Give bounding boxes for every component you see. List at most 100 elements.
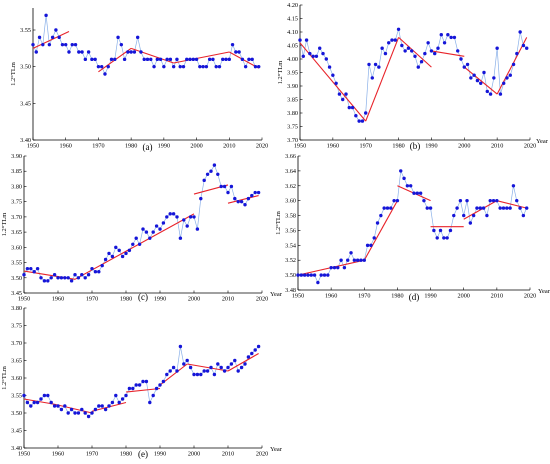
data-point [168, 212, 172, 216]
x-tick-label: 1960 [52, 451, 64, 458]
data-point [139, 50, 143, 54]
data-point [387, 41, 391, 45]
data-point [399, 169, 403, 173]
trend-segment [23, 270, 76, 280]
data-point [124, 393, 128, 398]
x-tick-label: 1960 [325, 293, 337, 300]
panel-d-chart: 3.48 3.50 3.52 3.54 3.56 3.58 3.60 3.62 3.64 3.66… [275, 153, 550, 302]
data-point [52, 273, 57, 277]
data-point [419, 60, 424, 64]
data-point [175, 369, 179, 373]
data-point [339, 258, 343, 262]
data-point [73, 42, 78, 47]
data-point [158, 227, 162, 231]
panel-label: (e) [138, 449, 148, 459]
data-point [52, 404, 57, 408]
data-point [365, 243, 370, 248]
data-point [49, 400, 53, 405]
x-tick-label: 1970 [86, 451, 98, 458]
y-tick-label: 3.45 [11, 428, 22, 435]
y-tick-label: 3.90 [11, 153, 22, 160]
x-tick-label: 2010 [222, 296, 234, 303]
data-point [256, 344, 261, 349]
data-point [120, 254, 125, 259]
data-point [485, 213, 489, 218]
data-point [144, 379, 149, 384]
data-point [400, 43, 404, 48]
data-point [202, 178, 206, 183]
data-point [165, 57, 169, 62]
data-point [209, 169, 213, 173]
data-point [482, 70, 486, 75]
data-point [211, 57, 215, 62]
x-tick-label: 2010 [222, 451, 234, 458]
data-point [29, 404, 33, 408]
data-point [129, 50, 133, 54]
data-point [226, 190, 230, 195]
data-point [331, 73, 335, 77]
x-tick-label: 2010 [491, 143, 503, 150]
data-point [70, 42, 74, 47]
data-point [222, 184, 227, 189]
data-point [243, 64, 248, 69]
data-point [347, 105, 351, 110]
data-point [103, 407, 108, 412]
data-point [32, 400, 36, 405]
x-tick-label: 1990 [154, 296, 166, 303]
data-point [429, 49, 434, 53]
data-point [168, 369, 172, 373]
data-point [25, 400, 30, 405]
data-point [194, 57, 199, 62]
data-point [134, 236, 138, 240]
data-point [46, 279, 50, 283]
data-point [492, 76, 496, 80]
data-point [86, 273, 91, 277]
data-point [161, 379, 166, 384]
data-point [518, 206, 522, 210]
data-point [239, 199, 244, 204]
y-tick-label: 3.90 [287, 83, 298, 90]
data-point [495, 198, 499, 203]
data-point [321, 51, 325, 56]
data-point [336, 265, 340, 270]
data-point [175, 215, 179, 219]
data-point [243, 203, 247, 207]
y-tick-label: 3.75 [11, 323, 22, 330]
data-point [302, 273, 307, 277]
data-point [97, 404, 101, 408]
data-point [505, 76, 509, 80]
data-point [308, 51, 312, 56]
data-point [49, 276, 53, 280]
data-point [502, 81, 506, 86]
data-point [299, 273, 304, 277]
y-tick-label: 3.40 [20, 137, 31, 144]
data-point [103, 257, 108, 262]
data-point [116, 35, 120, 40]
data-point [64, 42, 68, 47]
data-point [182, 362, 186, 366]
y-tick-label: 3.50 [20, 64, 31, 71]
data-point [309, 273, 313, 277]
data-point [165, 215, 169, 219]
data-point [324, 57, 328, 61]
data-point [216, 172, 220, 176]
data-point [22, 393, 26, 398]
x-tick-label: 2000 [188, 296, 200, 303]
data-point [124, 251, 128, 256]
y-tick-label: 3.45 [20, 100, 31, 107]
data-point [488, 198, 492, 203]
y-tick-label: 3.40 [11, 445, 22, 452]
data-point [393, 38, 397, 42]
series-line [23, 346, 259, 418]
data-point [471, 213, 476, 218]
y-tick-label: 3.70 [287, 137, 298, 144]
data-point [229, 184, 234, 189]
data-point [141, 227, 145, 231]
data-point [205, 172, 210, 176]
y-tick-label: 3.95 [287, 70, 298, 77]
data-point [382, 206, 386, 210]
data-point [66, 276, 70, 280]
y-tick-label: 3.80 [11, 183, 22, 190]
data-point [462, 65, 466, 69]
y-tick-label: 3.50 [11, 275, 22, 282]
